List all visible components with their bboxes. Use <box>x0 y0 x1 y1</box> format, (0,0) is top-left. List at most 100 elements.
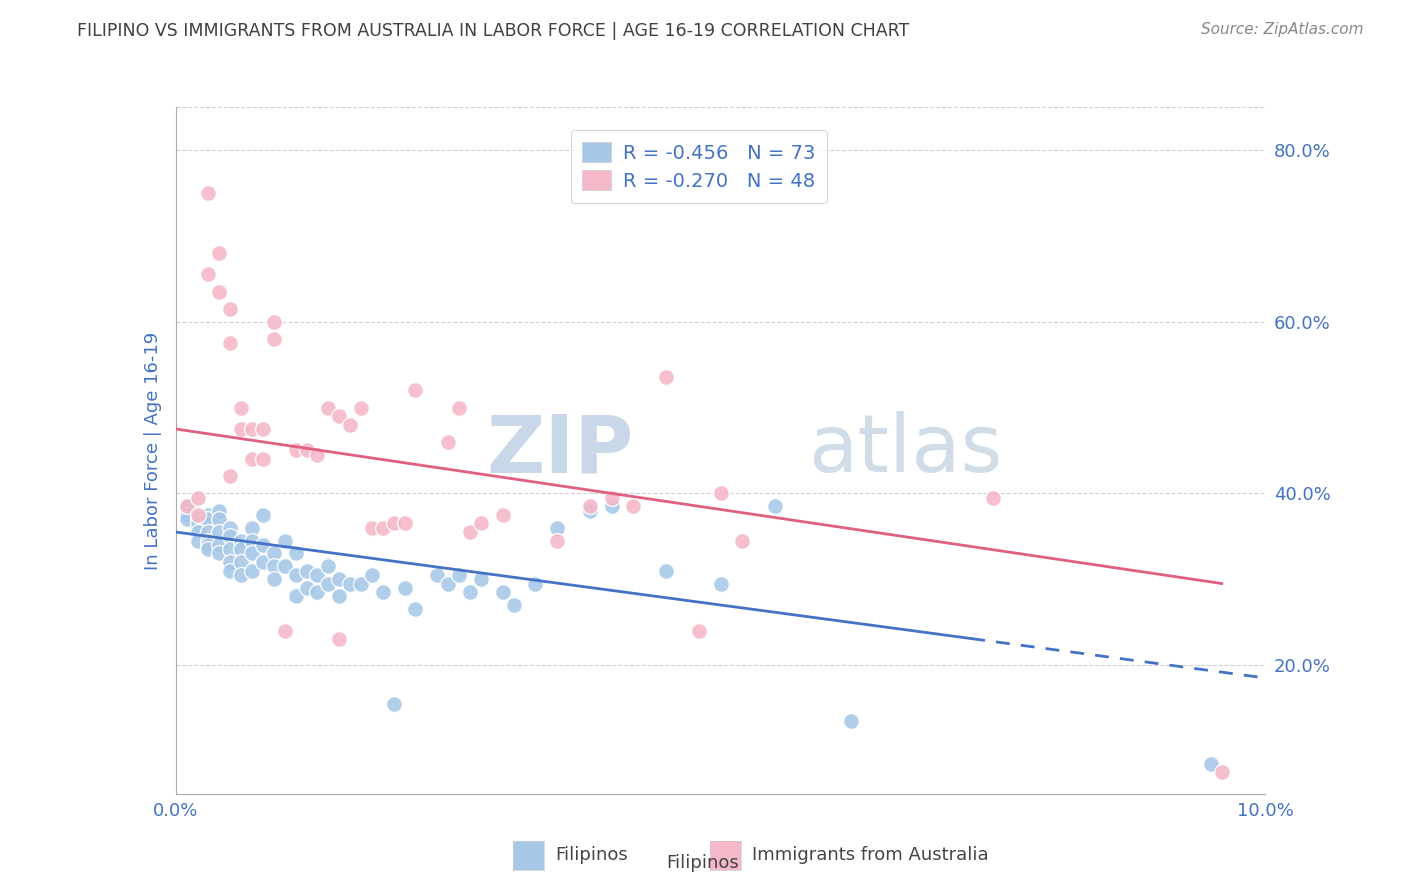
Point <box>295 443 318 458</box>
Y-axis label: In Labor Force | Age 16-19: In Labor Force | Age 16-19 <box>143 331 162 570</box>
Point <box>284 568 307 582</box>
Point <box>371 521 394 535</box>
Point <box>502 598 524 612</box>
Point <box>263 572 285 586</box>
Point <box>284 443 307 458</box>
Point <box>274 559 297 574</box>
Point <box>284 590 307 604</box>
Point <box>307 568 329 582</box>
Text: FILIPINO VS IMMIGRANTS FROM AUSTRALIA IN LABOR FORCE | AGE 16-19 CORRELATION CHA: FILIPINO VS IMMIGRANTS FROM AUSTRALIA IN… <box>77 22 910 40</box>
Point <box>405 384 427 398</box>
Point <box>186 512 209 526</box>
Point <box>186 491 209 505</box>
Point <box>208 246 231 260</box>
Point <box>470 516 492 531</box>
Point <box>176 500 198 514</box>
Point <box>197 512 219 526</box>
Point <box>274 533 297 548</box>
Point <box>731 533 754 548</box>
Point <box>231 568 253 582</box>
Text: atlas: atlas <box>807 411 1002 490</box>
Point <box>219 336 242 351</box>
Point <box>231 422 253 436</box>
Point <box>688 624 710 638</box>
Point <box>186 533 209 548</box>
Point <box>240 422 263 436</box>
Point <box>546 521 568 535</box>
Point <box>318 401 340 415</box>
Point <box>252 422 274 436</box>
Point <box>240 533 263 548</box>
Point <box>197 268 219 282</box>
Text: Filipinos: Filipinos <box>666 855 740 872</box>
Point <box>219 469 242 483</box>
Point <box>492 585 515 599</box>
Point <box>546 533 568 548</box>
Point <box>208 512 231 526</box>
Point <box>339 417 361 432</box>
Text: Source: ZipAtlas.com: Source: ZipAtlas.com <box>1201 22 1364 37</box>
Point <box>360 568 382 582</box>
Text: ZIP: ZIP <box>486 411 633 490</box>
Point <box>394 581 416 595</box>
Point <box>1211 765 1233 780</box>
Point <box>240 521 263 535</box>
Point <box>470 572 492 586</box>
Point <box>263 332 285 346</box>
Point <box>197 542 219 557</box>
Point <box>186 508 209 522</box>
Point <box>600 491 623 505</box>
Point <box>600 500 623 514</box>
Point <box>208 524 231 539</box>
Text: Immigrants from Australia: Immigrants from Australia <box>752 847 988 864</box>
Point <box>328 409 350 424</box>
Point <box>339 576 361 591</box>
Point <box>350 576 373 591</box>
Point <box>219 529 242 543</box>
Point <box>219 555 242 569</box>
Point <box>186 524 209 539</box>
Point <box>240 564 263 578</box>
Point <box>371 585 394 599</box>
Point <box>176 508 198 522</box>
Point <box>426 568 449 582</box>
Point <box>458 524 481 539</box>
Point <box>295 581 318 595</box>
Point <box>231 542 253 557</box>
Point <box>307 585 329 599</box>
Legend: R = -0.456   N = 73, R = -0.270   N = 48: R = -0.456 N = 73, R = -0.270 N = 48 <box>571 130 827 202</box>
Point <box>458 585 481 599</box>
Point <box>1199 756 1222 771</box>
Point <box>252 452 274 467</box>
Point <box>295 564 318 578</box>
Point <box>274 624 297 638</box>
Point <box>263 559 285 574</box>
Point <box>219 564 242 578</box>
Point <box>208 503 231 517</box>
Point <box>231 555 253 569</box>
Point <box>382 697 405 711</box>
Point <box>382 516 405 531</box>
Point <box>197 508 219 522</box>
Point <box>621 500 644 514</box>
Point <box>437 434 460 449</box>
Point <box>208 538 231 552</box>
Point <box>219 301 242 316</box>
Point <box>318 559 340 574</box>
Point <box>197 538 219 552</box>
Point <box>710 576 733 591</box>
Point <box>252 538 274 552</box>
Point <box>252 555 274 569</box>
Point <box>710 486 733 500</box>
Point <box>186 516 209 531</box>
Point <box>284 546 307 561</box>
Point <box>437 576 460 591</box>
Point <box>394 516 416 531</box>
Point <box>655 564 678 578</box>
Point <box>655 370 678 384</box>
Point <box>208 546 231 561</box>
Point <box>328 590 350 604</box>
Point <box>447 568 470 582</box>
Point <box>219 542 242 557</box>
Point <box>231 533 253 548</box>
